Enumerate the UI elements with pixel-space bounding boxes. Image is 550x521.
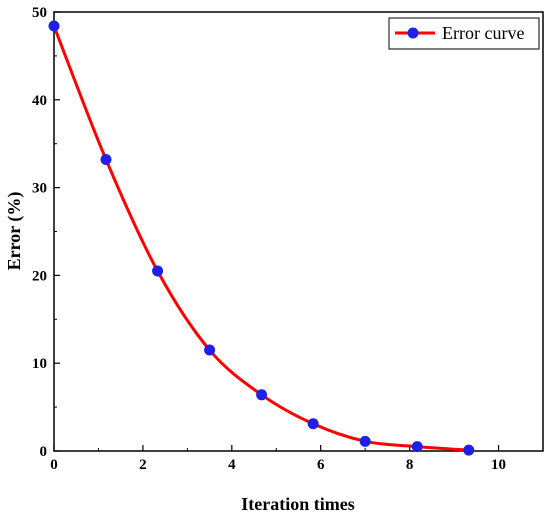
y-tick-label: 40 [32,93,47,109]
plot-frame [53,11,544,452]
error-curve-point [48,20,60,32]
axis-ticks: 0 2 4 6 8 10 0 10 20 30 40 50 [32,5,506,473]
error-curve-point [359,435,371,447]
error-curve-point [152,265,164,277]
error-curve-point [307,418,319,430]
series-layer [48,20,475,456]
x-axis-title: Iteration times [241,494,354,514]
x-tick-label: 6 [317,457,325,473]
error-curve-line [52,25,469,452]
error-curve-point [411,441,423,453]
x-tick-label: 10 [491,457,506,473]
y-tick-label: 10 [32,356,47,372]
y-axis-title: Error (%) [4,192,25,271]
error-curve-point [463,444,475,456]
error-curve-point [100,154,112,166]
legend-marker [407,27,419,39]
x-tick-label: 8 [406,457,414,473]
y-tick-label: 50 [32,5,47,21]
x-tick-label: 0 [50,457,58,473]
y-tick-label: 0 [40,444,48,460]
legend-label: Error curve [442,23,524,43]
y-tick-label: 20 [32,268,47,284]
legend: Error curve [388,17,540,50]
error-curve-point [256,389,268,401]
error-curve-point [204,344,216,356]
x-tick-label: 2 [139,457,147,473]
y-tick-label: 30 [32,181,47,197]
x-tick-label: 4 [228,457,236,473]
